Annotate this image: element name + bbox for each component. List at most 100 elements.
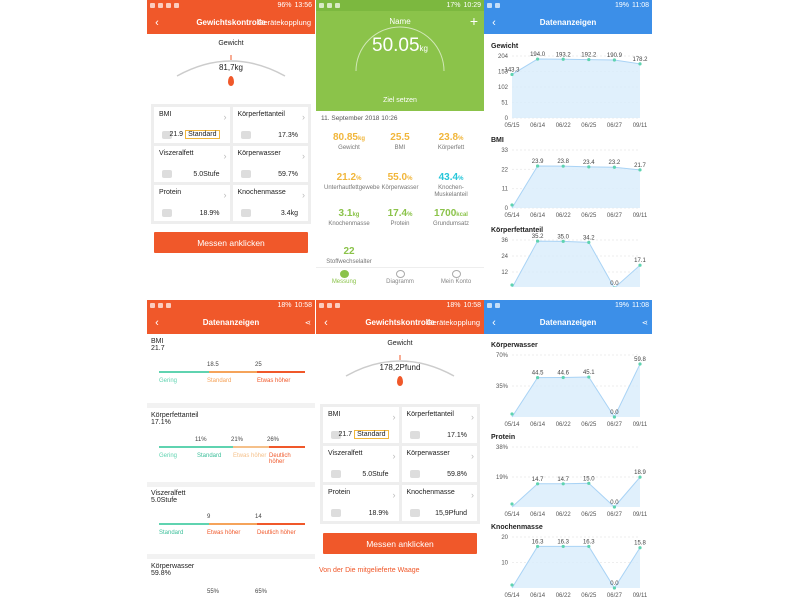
data-point[interactable] — [638, 62, 642, 66]
data-point[interactable] — [561, 57, 565, 61]
x-tick-label: 06/14 — [530, 512, 546, 518]
card-label: Viszeralfett — [328, 450, 363, 457]
data-point[interactable] — [638, 168, 642, 172]
protein-icon — [331, 509, 341, 517]
tab-account[interactable]: Mein Konto — [428, 268, 484, 287]
data-point[interactable] — [587, 544, 591, 549]
data-point[interactable] — [612, 415, 616, 419]
share-icon[interactable]: ⋖ — [641, 318, 648, 327]
measure-button[interactable]: Messen anklicken — [323, 533, 477, 554]
data-point[interactable] — [510, 203, 514, 207]
data-point[interactable] — [510, 583, 514, 587]
data-point[interactable] — [612, 586, 616, 590]
data-point[interactable] — [536, 375, 540, 380]
data-point[interactable] — [561, 239, 565, 243]
data-point[interactable] — [587, 57, 591, 62]
tab-diagram[interactable]: Diagramm — [372, 268, 428, 287]
data-label: 0.0 — [610, 281, 619, 287]
device-pairing-button[interactable]: Gerätekopplung — [257, 18, 311, 27]
chart-body-water: Körperwasser 70% 35% 44.5 44.6 45.1 0.0 59.8 05/… — [484, 337, 652, 429]
data-point[interactable] — [638, 362, 642, 366]
card-value: 17.1% — [447, 432, 467, 439]
chart-svg: Knochenmasse 20 10 16.3 16.3 16.3 0.0 15.8 05/14… — [491, 524, 648, 599]
stat-unit: % — [458, 136, 464, 142]
chevron-right-icon: › — [223, 151, 227, 161]
card-body-water[interactable]: Körperwasser › 59.8% — [401, 446, 477, 482]
data-point[interactable] — [613, 286, 616, 287]
data-point[interactable] — [638, 263, 642, 267]
back-icon[interactable]: ‹ — [155, 316, 159, 329]
data-point[interactable] — [536, 164, 540, 168]
card-value: 18.9% — [199, 210, 220, 217]
data-label: 35.2 — [532, 234, 544, 240]
battery-level: 19% — [614, 2, 629, 9]
stat-0: 80.85kg Gewicht — [324, 132, 374, 152]
data-point[interactable] — [536, 57, 540, 61]
battery-level: 18% — [446, 302, 461, 309]
card-body-fat[interactable]: Körperfettanteil › 17.3% — [232, 107, 308, 143]
tab-measurement[interactable]: Messung — [316, 268, 372, 287]
data-label: 192.2 — [581, 53, 597, 59]
user-name[interactable]: Name — [389, 17, 411, 26]
card-bmi[interactable]: BMI › 21.9 Standard — [154, 107, 230, 143]
data-point[interactable] — [612, 505, 616, 509]
stat-unit: % — [407, 176, 413, 182]
data-point[interactable] — [510, 72, 514, 77]
data-point[interactable] — [587, 240, 591, 244]
chart-bmi: BMI 33 22 11 0 23.9 23.8 23.4 23.2 21.7 05/14 06/14… — [484, 132, 652, 220]
range-tick: 26% — [267, 437, 280, 443]
data-point[interactable] — [612, 58, 616, 62]
data-point[interactable] — [561, 544, 565, 549]
data-label: 44.5 — [532, 371, 544, 377]
data-point[interactable] — [536, 482, 540, 486]
share-icon[interactable]: ⋖ — [304, 318, 311, 327]
stat-unit: % — [407, 212, 413, 218]
back-icon[interactable]: ‹ — [492, 16, 496, 29]
data-label: 143.3 — [504, 67, 520, 73]
data-point[interactable] — [510, 502, 514, 506]
set-goal-button[interactable]: Ziel setzen — [383, 97, 417, 104]
chart-svg: Körperwasser 70% 35% 44.5 44.6 45.1 0.0 59.8 05/… — [491, 342, 648, 428]
data-point[interactable] — [587, 375, 591, 379]
data-point[interactable] — [510, 412, 514, 416]
device-pairing-button[interactable]: Gerätekopplung — [426, 318, 480, 327]
card-protein[interactable]: Protein › 18.9% — [323, 485, 399, 521]
add-icon[interactable]: + — [469, 13, 478, 29]
data-label: 0.0 — [610, 500, 619, 506]
stat-unit: % — [458, 176, 464, 182]
weight-ring — [355, 26, 445, 72]
data-point[interactable] — [510, 283, 514, 287]
range-label: Standard — [159, 530, 184, 536]
data-point[interactable] — [561, 375, 565, 380]
card-bone-mass[interactable]: Knochenmasse › 15,9Pfund — [401, 485, 477, 521]
data-point[interactable] — [587, 165, 591, 169]
card-visceral-fat[interactable]: Viszeralfett › 5.0Stufe — [154, 146, 230, 182]
x-tick-label: 06/27 — [607, 422, 623, 428]
measure-button[interactable]: Messen anklicken — [154, 232, 308, 253]
y-tick-label: 38% — [496, 445, 509, 451]
clock: 13:56 — [294, 2, 312, 9]
back-icon[interactable]: ‹ — [155, 16, 159, 29]
card-visceral-fat[interactable]: Viszeralfett › 5.0Stufe — [323, 446, 399, 482]
data-point[interactable] — [561, 164, 565, 168]
x-tick-label: 09/11 — [633, 593, 648, 599]
series-line — [511, 240, 641, 287]
status-badge: Standard — [354, 430, 389, 439]
back-icon[interactable]: ‹ — [492, 316, 496, 329]
data-point[interactable] — [612, 165, 616, 169]
back-icon[interactable]: ‹ — [324, 316, 328, 329]
data-point[interactable] — [587, 481, 591, 485]
card-body-fat[interactable]: Körperfettanteil › 17.1% — [401, 407, 477, 443]
card-protein[interactable]: Protein › 18.9% — [154, 185, 230, 221]
chart-title: Körperfettanteil — [491, 227, 543, 234]
card-bmi[interactable]: BMI › 21.7 Standard — [323, 407, 399, 443]
data-point[interactable] — [536, 239, 540, 243]
data-point[interactable] — [638, 475, 642, 479]
card-bone-mass[interactable]: Knochenmasse › 3.4kg — [232, 185, 308, 221]
x-tick-label: 06/22 — [556, 422, 572, 428]
data-point[interactable] — [536, 544, 540, 549]
data-point[interactable] — [561, 482, 565, 486]
card-body-water[interactable]: Körperwasser › 59.7% — [232, 146, 308, 182]
area-fill — [512, 165, 640, 208]
data-point[interactable] — [638, 546, 642, 550]
